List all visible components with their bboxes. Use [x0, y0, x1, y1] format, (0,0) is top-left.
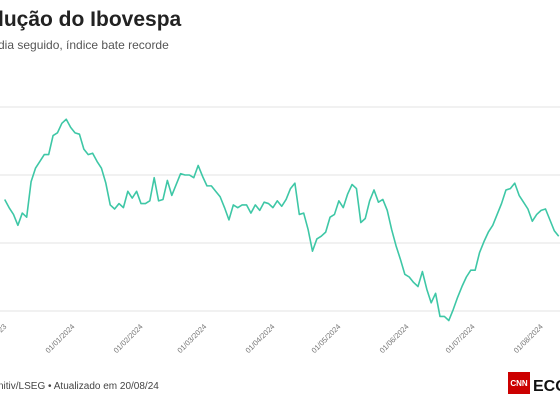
series-line	[3, 118, 560, 322]
x-tick-label: 23	[0, 322, 8, 334]
logo-text: CNN	[510, 379, 528, 388]
chart-title: lução do Ibovespa	[0, 8, 182, 31]
source-note: nitiv/LSEG • Atualizado em 20/08/24	[0, 381, 159, 392]
chart-subtitle: dia seguido, índice bate recorde	[0, 38, 169, 52]
logo-box	[508, 372, 530, 394]
brand-text: ECON	[533, 378, 560, 395]
